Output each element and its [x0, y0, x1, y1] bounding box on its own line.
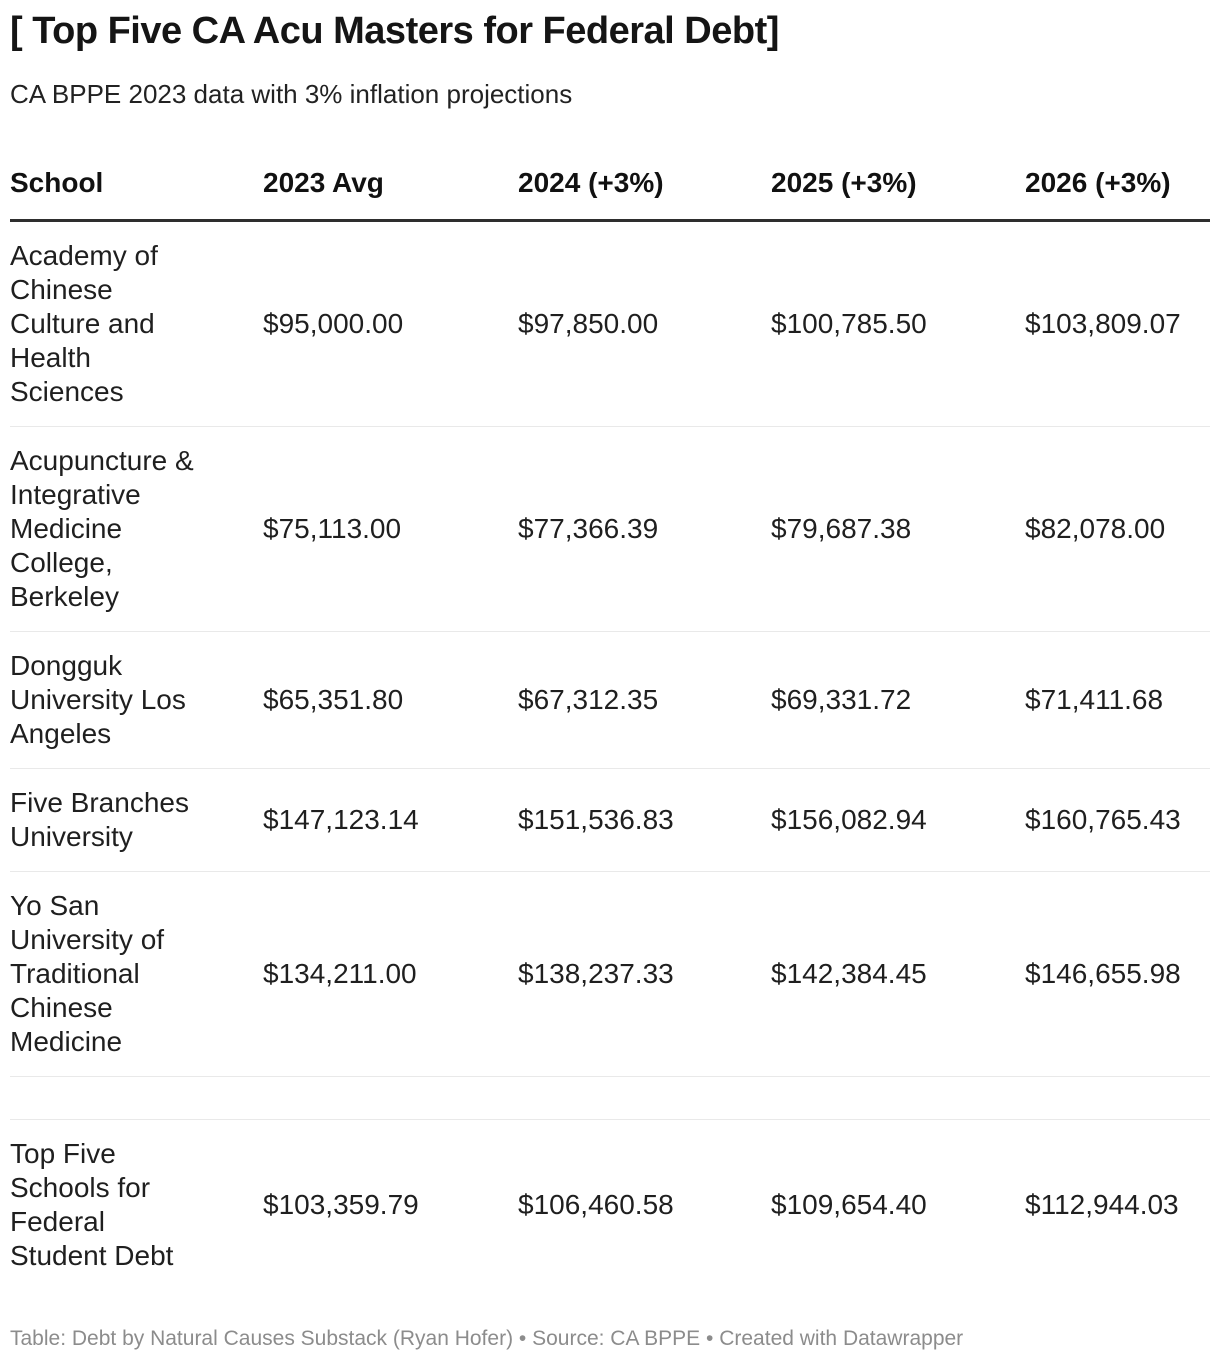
value-cell-2025: $156,082.94	[771, 768, 1025, 872]
chart-subtitle: CA BPPE 2023 data with 3% inflation proj…	[10, 79, 573, 109]
value-cell-2025: $79,687.38	[771, 426, 1025, 632]
footer-source-link[interactable]: CA BPPE	[610, 1327, 701, 1350]
value-cell-2025: $100,785.50	[771, 220, 1025, 427]
value-cell-2023: $75,113.00	[263, 426, 518, 632]
footer-source-prefix: • Source:	[513, 1327, 611, 1350]
value-cell-2026: $160,765.43	[1025, 768, 1210, 872]
footer-attribution: Table: Debt by Natural Causes Substack (…	[10, 1326, 1210, 1352]
table-row-empty	[10, 1076, 1210, 1120]
column-header-2023: 2023 Avg	[263, 150, 518, 222]
column-header-2026: 2026 (+3%)	[1025, 150, 1210, 222]
chart-title: [ Top Five CA Acu Masters for Federal De…	[10, 10, 779, 52]
value-cell-2026: $71,411.68	[1025, 631, 1210, 769]
value-cell-2025	[771, 1076, 1025, 1120]
value-cell-2025: $69,331.72	[771, 631, 1025, 769]
debt-table: School 2023 Avg 2024 (+3%) 2025 (+3%) 20…	[10, 150, 1210, 1290]
value-cell-2026: $146,655.98	[1025, 871, 1210, 1077]
footer-separator: •	[700, 1327, 720, 1350]
table-row: Five Branches University $147,123.14 $15…	[10, 768, 1210, 872]
value-cell-2023: $103,359.79	[263, 1189, 419, 1220]
table-row: Dongguk University Los Angeles $65,351.8…	[10, 631, 1210, 769]
value-cell-2026: $103,809.07	[1025, 220, 1210, 427]
school-name-cell: Academy of Chinese Culture and Health Sc…	[10, 220, 263, 427]
table-row: Acupuncture & Integrative Medicine Colle…	[10, 426, 1210, 632]
value-cell-2025: $142,384.45	[771, 871, 1025, 1077]
value-cell-2026	[1025, 1076, 1210, 1120]
value-cell-2024: $97,850.00	[518, 220, 771, 427]
value-cell-2023: $147,123.14	[263, 768, 518, 872]
value-cell-2023: $65,351.80	[263, 631, 518, 769]
table-row-total: Top Five Schools for Federal Student Deb…	[10, 1120, 1210, 1291]
value-cell-2024: $106,460.58	[518, 1189, 674, 1220]
school-name-cell: Five Branches University	[10, 768, 263, 872]
school-name-cell: Dongguk University Los Angeles	[10, 631, 263, 769]
column-header-2024: 2024 (+3%)	[518, 150, 771, 222]
table-row: Academy of Chinese Culture and Health Sc…	[10, 220, 1210, 427]
footer-table-prefix: Table:	[10, 1327, 72, 1350]
table-header-row: School 2023 Avg 2024 (+3%) 2025 (+3%) 20…	[10, 150, 1210, 222]
school-name-cell: Acupuncture & Integrative Medicine Colle…	[10, 426, 263, 632]
value-cell-2024: $138,237.33	[518, 871, 771, 1077]
school-name-cell: Yo San University of Traditional Chinese…	[10, 871, 263, 1077]
value-cell-2026: $112,944.03	[1025, 1189, 1179, 1220]
value-cell-2026: $82,078.00	[1025, 426, 1210, 632]
value-cell-2024	[518, 1076, 771, 1120]
value-cell-2023	[263, 1076, 518, 1120]
value-cell-2023: $134,211.00	[263, 871, 518, 1077]
value-cell-2024: $67,312.35	[518, 631, 771, 769]
value-cell-2024: $77,366.39	[518, 426, 771, 632]
column-header-2025: 2025 (+3%)	[771, 150, 1025, 222]
school-name-cell	[10, 1076, 263, 1120]
value-cell-2025: $109,654.40	[771, 1189, 927, 1220]
value-cell-2024: $151,536.83	[518, 768, 771, 872]
school-name-cell: Top Five Schools for Federal Student Deb…	[10, 1138, 174, 1271]
footer-datawrapper-link[interactable]: Created with Datawrapper	[719, 1327, 964, 1350]
value-cell-2023: $95,000.00	[263, 220, 518, 427]
footer-byline-link[interactable]: Debt by Natural Causes Substack (Ryan Ho…	[71, 1327, 514, 1350]
table-row: Yo San University of Traditional Chinese…	[10, 871, 1210, 1077]
column-header-school: School	[10, 150, 263, 222]
